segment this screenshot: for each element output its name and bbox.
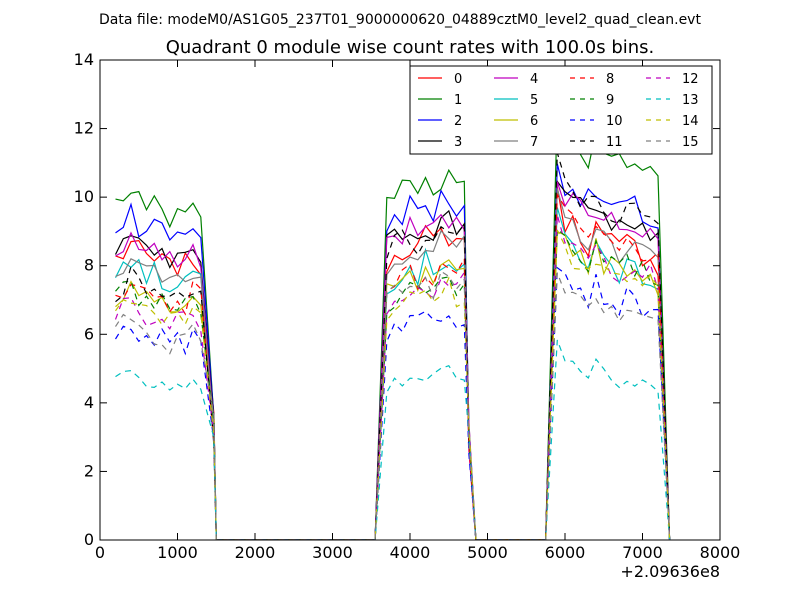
x-tick-label: 0 [95,543,105,562]
y-tick-label: 8 [84,256,94,275]
y-tick-label: 14 [74,50,94,69]
x-tick-label: 8000 [700,543,741,562]
y-tick-label: 10 [74,187,94,206]
y-tick-label: 0 [84,530,94,549]
y-tick-label: 12 [74,119,94,138]
legend-label-7: 7 [530,135,538,150]
data-file-label: Data file: modeM0/AS1G05_237T01_90000006… [99,12,701,28]
x-tick-label: 3000 [312,543,353,562]
series-line-9 [115,227,671,540]
legend-label-12: 12 [682,72,699,87]
legend-label-1: 1 [454,93,462,108]
x-tick-label: 2000 [235,543,276,562]
axis-ticks: 0 1000 2000 3000 4000 5000 6000 7000 80000246810… [74,50,741,562]
legend-label-3: 3 [454,135,462,150]
series-line-13 [115,339,671,540]
legend-label-15: 15 [682,135,699,150]
series-line-7 [115,188,671,540]
x-tick-label: 5000 [467,543,508,562]
legend-frame [409,65,713,155]
legend-label-10: 10 [606,114,623,129]
series-line-5 [114,207,671,540]
series-line-8 [115,192,671,540]
y-tick-label: 2 [84,461,94,480]
legend-label-5: 5 [530,93,538,108]
x-tick-label: 7000 [622,543,663,562]
series-line-4 [115,181,671,540]
x-tick-label: 4000 [390,543,431,562]
legend-label-11: 11 [606,135,623,150]
series-line-10 [114,266,671,540]
series-line-0 [115,186,671,540]
series-line-12 [114,214,671,540]
x-axis-offset-label: +2.09636e8 [620,562,720,581]
legend-label-4: 4 [530,72,538,87]
series-line-15 [114,270,671,540]
legend-label-2: 2 [454,114,462,129]
series-line-2 [115,163,671,540]
y-tick-label: 4 [84,393,94,412]
series-lines [114,110,671,540]
series-line-3 [114,179,671,540]
legend-label-9: 9 [606,93,614,108]
legend-label-13: 13 [682,93,699,108]
series-line-14 [115,229,671,540]
y-tick-label: 6 [84,324,94,343]
series-line-11 [115,152,671,540]
series-line-1 [115,110,671,540]
legend-label-8: 8 [606,72,614,87]
legend-label-14: 14 [682,114,699,129]
legend-label-0: 0 [454,72,462,87]
legend-label-6: 6 [530,114,538,129]
x-tick-label: 6000 [545,543,586,562]
chart-title: Quadrant 0 module wise count rates with … [166,37,655,58]
x-tick-label: 1000 [157,543,198,562]
